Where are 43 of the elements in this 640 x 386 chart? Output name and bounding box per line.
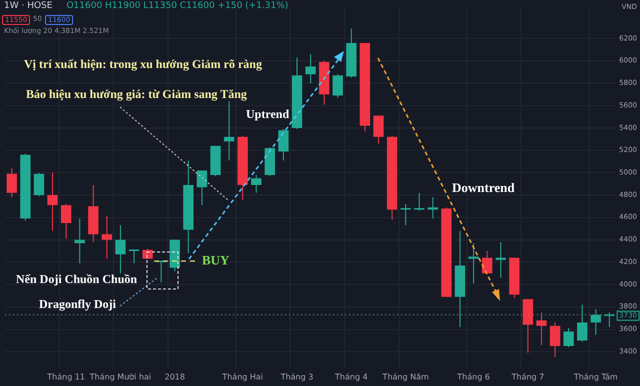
annotation: Vị trí xuất hiện: trong xu hướng Giảm rõ ràng: [24, 57, 262, 72]
annotation: Dragonfly Doji: [39, 297, 116, 312]
candlestick: [332, 74, 343, 98]
candlestick: [47, 172, 58, 232]
candlestick: [373, 115, 384, 144]
candlestick: [563, 328, 574, 348]
annotation: Báo hiệu xu hướng giá: từ Giảm sang Tăng: [26, 87, 247, 102]
candlestick: [305, 54, 316, 84]
candlestick: [102, 216, 112, 260]
candlestick: [60, 204, 72, 240]
candlestick: [536, 312, 547, 346]
annotation: Nến Doji Chuồn Chuồn: [16, 272, 138, 287]
x-tick-label: Tháng 6: [456, 372, 490, 382]
chart-subtitle: O11600 H11900 L11350 C11600 +150 (+1.31%): [66, 1, 288, 11]
candlestick: [251, 174, 262, 194]
x-tick-label: Tháng 11: [46, 372, 85, 382]
candlestick: [400, 204, 411, 226]
candlestick: [196, 170, 208, 206]
x-tick-label: 2018: [164, 372, 185, 382]
candlestick: [115, 224, 126, 274]
x-tick-label: Tháng Tám: [572, 372, 618, 382]
candlestick: [278, 128, 289, 161]
x-tick-label: Tháng 3: [280, 372, 314, 382]
candlestick: [6, 168, 17, 198]
x-tick-label: Tháng 7: [510, 372, 544, 382]
annotation: Uptrend: [246, 107, 290, 122]
candlestick: [428, 196, 438, 220]
candlestick: [414, 192, 424, 212]
candlestick: [224, 100, 234, 161]
x-tick-label: Tháng 4: [334, 372, 368, 382]
annotation: Downtrend: [452, 180, 515, 196]
x-tick-label: Tháng Hai: [221, 372, 264, 382]
x-tick-label: Tháng Mười hai: [88, 372, 152, 382]
candlestick: [482, 250, 492, 274]
chart-title: 1W · HOSE: [4, 1, 52, 11]
candlestick: [496, 242, 506, 278]
x-tick-label: Tháng Năm: [382, 372, 429, 382]
candlestick: [468, 242, 479, 284]
candlestick: [74, 218, 85, 264]
candlestick: [128, 249, 140, 264]
ref-line-label: BUY: [202, 252, 230, 268]
candlestick: [550, 322, 560, 358]
candlestick: [34, 172, 44, 197]
